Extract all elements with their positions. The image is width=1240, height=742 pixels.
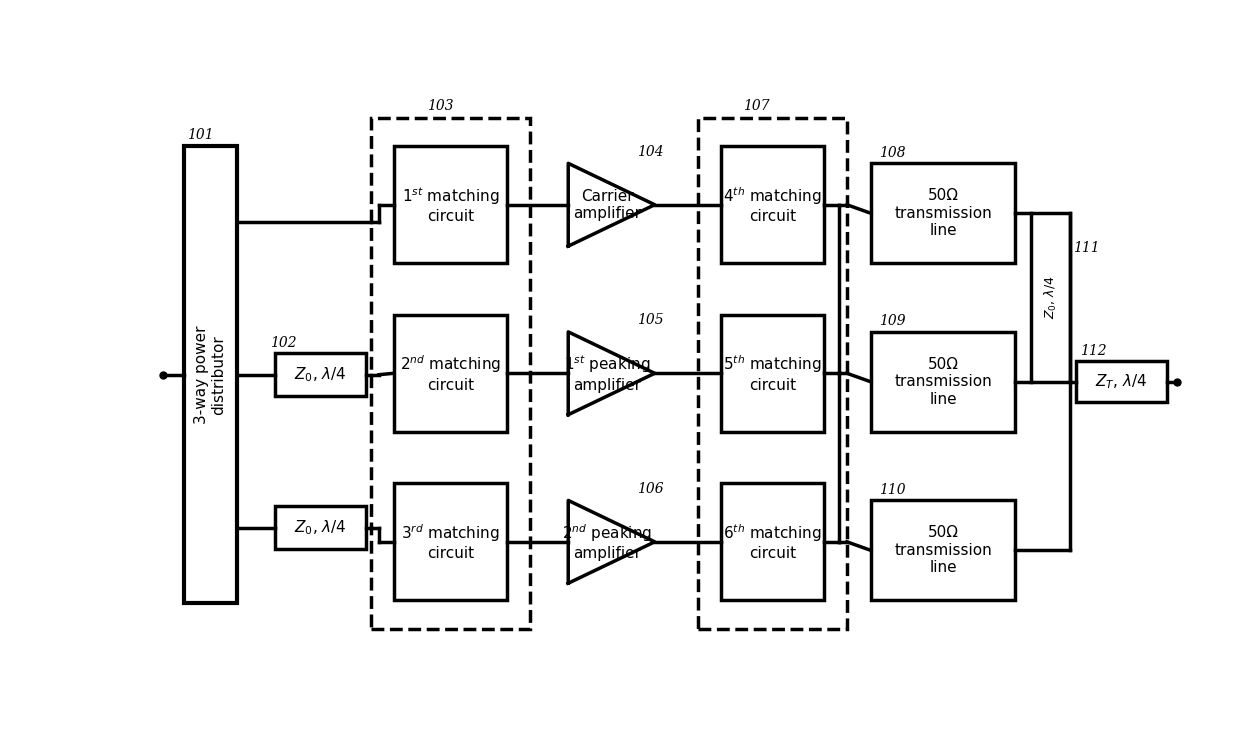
Text: 102: 102 (270, 336, 296, 350)
Text: 5$^{th}$ matching
circuit: 5$^{th}$ matching circuit (723, 354, 822, 393)
FancyBboxPatch shape (870, 500, 1016, 600)
Text: 103: 103 (427, 99, 454, 113)
FancyBboxPatch shape (184, 146, 237, 603)
FancyBboxPatch shape (275, 506, 367, 549)
Text: $Z_T$, $\lambda$/4: $Z_T$, $\lambda$/4 (1095, 372, 1147, 391)
Text: 3$^{rd}$ matching
circuit: 3$^{rd}$ matching circuit (401, 522, 500, 562)
Text: 111: 111 (1073, 241, 1100, 255)
FancyBboxPatch shape (720, 146, 825, 263)
Text: 107: 107 (743, 99, 769, 113)
Text: 106: 106 (637, 482, 665, 496)
Text: Carrier
amplifier: Carrier amplifier (573, 188, 641, 221)
Text: 50Ω
transmission
line: 50Ω transmission line (894, 188, 992, 238)
Text: 6$^{th}$ matching
circuit: 6$^{th}$ matching circuit (723, 522, 822, 562)
FancyBboxPatch shape (720, 315, 825, 432)
Text: 4$^{th}$ matching
circuit: 4$^{th}$ matching circuit (723, 186, 822, 224)
Text: $Z_0$, $\lambda$/4: $Z_0$, $\lambda$/4 (1043, 276, 1059, 319)
FancyBboxPatch shape (394, 146, 507, 263)
FancyBboxPatch shape (1032, 213, 1070, 382)
Text: $Z_0$, $\lambda$/4: $Z_0$, $\lambda$/4 (294, 519, 347, 537)
Text: 1$^{st}$ peaking
amplifier: 1$^{st}$ peaking amplifier (564, 354, 650, 393)
Text: 3-way power
distributor: 3-way power distributor (193, 326, 227, 424)
Text: 108: 108 (879, 146, 905, 160)
FancyBboxPatch shape (394, 315, 507, 432)
Text: 110: 110 (879, 483, 905, 497)
FancyBboxPatch shape (275, 353, 367, 396)
FancyBboxPatch shape (720, 483, 825, 600)
Text: 104: 104 (637, 145, 665, 159)
Text: 1$^{st}$ matching
circuit: 1$^{st}$ matching circuit (402, 186, 500, 224)
FancyBboxPatch shape (394, 483, 507, 600)
Text: 109: 109 (879, 315, 905, 329)
Text: 105: 105 (637, 313, 665, 327)
Text: 112: 112 (1080, 344, 1107, 358)
FancyBboxPatch shape (870, 332, 1016, 432)
FancyBboxPatch shape (870, 163, 1016, 263)
FancyBboxPatch shape (1075, 361, 1167, 402)
Text: 2$^{nd}$ matching
circuit: 2$^{nd}$ matching circuit (401, 354, 501, 393)
Text: 50Ω
transmission
line: 50Ω transmission line (894, 525, 992, 575)
Text: 101: 101 (187, 128, 213, 142)
Text: 2$^{nd}$ peaking
amplifier: 2$^{nd}$ peaking amplifier (562, 522, 652, 562)
Text: 50Ω
transmission
line: 50Ω transmission line (894, 357, 992, 407)
Text: $Z_0$, $\lambda$/4: $Z_0$, $\lambda$/4 (294, 365, 347, 384)
